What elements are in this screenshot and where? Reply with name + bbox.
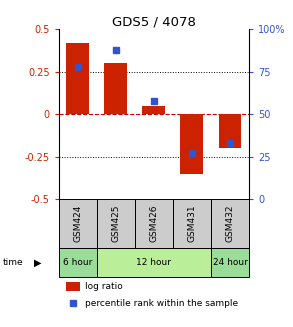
Text: percentile rank within the sample: percentile rank within the sample — [85, 299, 239, 308]
Text: GSM426: GSM426 — [149, 205, 158, 242]
Bar — [104, 63, 127, 114]
Bar — [97, 248, 211, 277]
Bar — [211, 248, 249, 277]
Bar — [211, 199, 249, 248]
Bar — [59, 248, 97, 277]
Text: 12 hour: 12 hour — [136, 258, 171, 267]
Bar — [180, 114, 203, 174]
Text: time: time — [3, 258, 23, 267]
Bar — [142, 106, 165, 114]
Text: 24 hour: 24 hour — [212, 258, 248, 267]
Text: GSM432: GSM432 — [226, 205, 234, 242]
Text: GSM431: GSM431 — [188, 205, 196, 242]
Text: ▶: ▶ — [34, 258, 41, 268]
Text: log ratio: log ratio — [85, 282, 123, 291]
Text: 6 hour: 6 hour — [63, 258, 92, 267]
Bar — [173, 199, 211, 248]
Title: GDS5 / 4078: GDS5 / 4078 — [112, 15, 196, 28]
Bar — [97, 199, 135, 248]
Text: GSM425: GSM425 — [111, 205, 120, 242]
Bar — [59, 199, 97, 248]
Bar — [66, 43, 89, 114]
Text: GSM424: GSM424 — [73, 205, 82, 242]
Bar — [135, 199, 173, 248]
Bar — [66, 282, 79, 291]
Bar — [219, 114, 241, 148]
